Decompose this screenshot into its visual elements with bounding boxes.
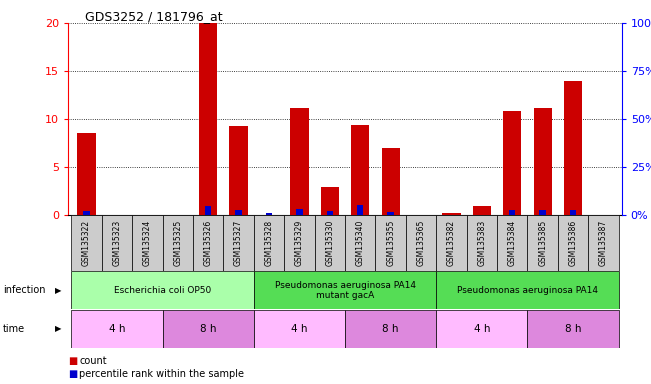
Bar <box>163 215 193 271</box>
Bar <box>381 148 400 215</box>
Bar <box>199 23 217 215</box>
Bar <box>254 215 284 271</box>
Text: ▶: ▶ <box>55 324 62 333</box>
Bar <box>102 215 132 271</box>
Bar <box>345 215 376 271</box>
Text: percentile rank within the sample: percentile rank within the sample <box>79 369 244 379</box>
Bar <box>284 215 314 271</box>
Text: GSM135322: GSM135322 <box>82 220 91 266</box>
Text: count: count <box>79 356 107 366</box>
Bar <box>77 134 96 215</box>
Text: Escherichia coli OP50: Escherichia coli OP50 <box>114 286 211 295</box>
Text: GSM135328: GSM135328 <box>264 220 273 266</box>
Bar <box>290 108 309 215</box>
Bar <box>72 310 163 348</box>
Bar <box>266 213 272 215</box>
Bar <box>387 212 394 215</box>
Bar <box>351 125 369 215</box>
Text: GSM135329: GSM135329 <box>295 220 304 266</box>
Text: GSM135383: GSM135383 <box>477 220 486 266</box>
Bar <box>314 215 345 271</box>
Bar <box>327 211 333 215</box>
Bar <box>72 215 102 271</box>
Bar <box>254 271 436 309</box>
Text: GSM135324: GSM135324 <box>143 220 152 266</box>
Bar <box>193 215 223 271</box>
Text: GSM135327: GSM135327 <box>234 220 243 266</box>
Text: GDS3252 / 181796_at: GDS3252 / 181796_at <box>85 10 222 23</box>
Text: 4 h: 4 h <box>291 324 308 334</box>
Text: GSM135340: GSM135340 <box>355 220 365 266</box>
Text: Pseudomonas aeruginosa PA14: Pseudomonas aeruginosa PA14 <box>457 286 598 295</box>
Bar <box>357 205 363 215</box>
Text: GSM135382: GSM135382 <box>447 220 456 266</box>
Text: ■: ■ <box>68 356 77 366</box>
Text: GSM135385: GSM135385 <box>538 220 547 266</box>
Bar <box>345 310 436 348</box>
Bar <box>132 215 163 271</box>
Bar <box>503 111 521 215</box>
Text: GSM135325: GSM135325 <box>173 220 182 266</box>
Bar <box>223 215 254 271</box>
Bar <box>436 310 527 348</box>
Text: time: time <box>3 324 25 334</box>
Bar <box>436 271 618 309</box>
Bar <box>473 207 491 215</box>
Bar <box>527 310 618 348</box>
Bar <box>570 210 576 215</box>
Bar <box>254 310 345 348</box>
Bar <box>497 215 527 271</box>
Bar <box>321 187 339 215</box>
Text: 8 h: 8 h <box>382 324 399 334</box>
Text: GSM135384: GSM135384 <box>508 220 517 266</box>
Bar <box>83 211 90 215</box>
Bar <box>236 210 242 215</box>
Bar <box>230 126 248 215</box>
Bar <box>467 215 497 271</box>
Bar <box>442 213 460 215</box>
Bar <box>406 215 436 271</box>
Text: 8 h: 8 h <box>565 324 581 334</box>
Text: ■: ■ <box>68 369 77 379</box>
Text: 4 h: 4 h <box>109 324 125 334</box>
Text: GSM135355: GSM135355 <box>386 220 395 266</box>
Bar <box>296 209 303 215</box>
Bar <box>205 206 212 215</box>
Bar <box>540 210 546 215</box>
Text: infection: infection <box>3 285 46 295</box>
Text: GSM135365: GSM135365 <box>417 220 426 266</box>
Text: GSM135330: GSM135330 <box>326 220 335 266</box>
Bar <box>564 81 582 215</box>
Text: GSM135386: GSM135386 <box>568 220 577 266</box>
Bar <box>72 271 254 309</box>
Bar <box>163 310 254 348</box>
Text: ▶: ▶ <box>55 286 62 295</box>
Bar <box>558 215 589 271</box>
Text: GSM135387: GSM135387 <box>599 220 608 266</box>
Bar <box>376 215 406 271</box>
Bar <box>534 109 552 215</box>
Bar <box>527 215 558 271</box>
Text: Pseudomonas aeruginosa PA14
mutant gacA: Pseudomonas aeruginosa PA14 mutant gacA <box>275 281 415 300</box>
Text: 4 h: 4 h <box>473 324 490 334</box>
Text: GSM135326: GSM135326 <box>204 220 213 266</box>
Bar <box>589 215 618 271</box>
Text: GSM135323: GSM135323 <box>113 220 122 266</box>
Bar <box>509 210 516 215</box>
Text: 8 h: 8 h <box>200 324 217 334</box>
Bar <box>436 215 467 271</box>
